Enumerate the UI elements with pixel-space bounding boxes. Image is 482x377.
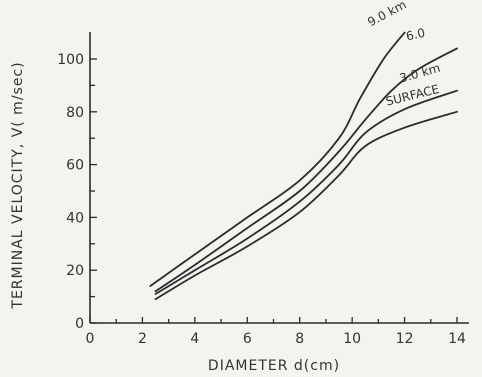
x-tick-label: 2: [138, 331, 147, 347]
axes: [89, 32, 469, 324]
y-tick-label: 100: [57, 52, 84, 68]
series-line-surface: [154, 110, 458, 301]
y-axis-label: TERMINAL VELOCITY, V( m/sec): [10, 61, 26, 309]
series-label: SURFACE: [384, 82, 440, 109]
series-label: 9.0 km: [365, 0, 408, 29]
x-tick-label: 0: [86, 331, 95, 347]
x-tick-label: 6: [243, 331, 252, 347]
y-tick-label: 20: [66, 263, 84, 279]
x-tick-label: 10: [343, 331, 361, 347]
x-tick-label: 14: [448, 331, 466, 347]
ticks: 0 2 4 6 8 10 12 14 0 20 40 60 80 100: [57, 52, 466, 347]
y-tick-label: 40: [66, 210, 84, 226]
series-line-3-0-km: [154, 89, 458, 295]
x-tick-label: 12: [396, 331, 414, 347]
y-tick-label: 0: [75, 316, 84, 332]
x-tick-label: 8: [295, 331, 304, 347]
y-tick-label: 60: [66, 158, 84, 174]
x-tick-label: 4: [190, 331, 199, 347]
series-line-9-0-km: [149, 31, 406, 287]
y-tick-label: 80: [66, 105, 84, 121]
series-line-6-0: [154, 47, 458, 293]
x-axis-label: DIAMETER d(cm): [208, 358, 340, 374]
series-label: 6.0: [405, 26, 427, 44]
